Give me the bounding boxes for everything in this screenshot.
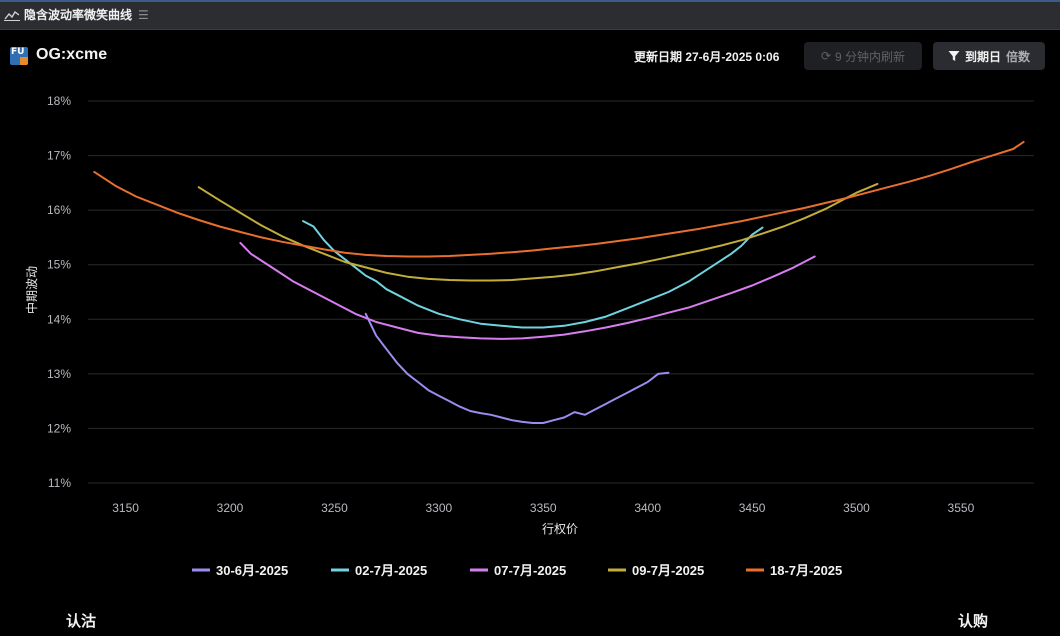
series-line <box>364 312 670 424</box>
x-tick-label: 3350 <box>530 501 557 515</box>
y-tick-label: 17% <box>47 149 71 163</box>
x-tick-label: 3150 <box>112 501 139 515</box>
y-tick-label: 11% <box>48 476 71 490</box>
titlebar-accent <box>0 0 1060 2</box>
x-tick-label: 3400 <box>634 501 661 515</box>
window-titlebar: 隐含波动率微笑曲线 ☰ <box>0 0 1060 30</box>
legend-label: 18-7月-2025 <box>770 563 842 578</box>
legend-item[interactable]: 30-6月-2025 <box>192 563 288 578</box>
series-line <box>302 220 764 329</box>
grid <box>88 100 1034 484</box>
put-label: 认沽 <box>66 613 97 630</box>
x-tick-label: 3250 <box>321 501 348 515</box>
y-axis-title: 中期波动 <box>24 266 39 314</box>
legend-item[interactable]: 02-7月-2025 <box>331 563 427 578</box>
smile-chart: 11% 12% 13% 14% 15% 16% 17% 18% 3150 3200 3250 330… <box>24 94 1034 578</box>
call-label: 认购 <box>958 613 989 630</box>
series-line <box>239 241 816 340</box>
refresh-label: 9 分钟内刷新 <box>835 49 906 64</box>
legend-label: 07-7月-2025 <box>494 563 566 578</box>
y-tick-label: 14% <box>47 312 71 326</box>
x-tick-label: 3500 <box>843 501 870 515</box>
x-axis-ticks: 3150 3200 3250 3300 3350 3400 3450 3500 3550 <box>112 501 974 515</box>
legend-label: 09-7月-2025 <box>632 563 704 578</box>
legend-item[interactable]: 07-7月-2025 <box>470 563 566 578</box>
update-timestamp: 更新日期 27-6月-2025 0:06 <box>634 50 780 64</box>
y-tick-label: 18% <box>47 94 71 108</box>
y-tick-label: 12% <box>47 421 71 435</box>
series-line <box>197 182 879 282</box>
x-axis-title: 行权价 <box>542 522 578 536</box>
legend-item[interactable]: 09-7月-2025 <box>608 563 704 578</box>
hamburger-icon[interactable]: ☰ <box>138 7 149 22</box>
y-tick-label: 16% <box>47 203 71 217</box>
exchange-logo: FU <box>10 47 28 65</box>
line-chart-icon <box>4 10 20 21</box>
multiple-toggle[interactable]: 倍数 <box>1006 49 1031 64</box>
window-title: 隐含波动率微笑曲线 <box>24 8 133 22</box>
x-tick-label: 3450 <box>739 501 766 515</box>
expiry-label: 到期日 <box>964 49 1001 64</box>
x-tick-label: 3300 <box>425 501 452 515</box>
y-tick-label: 15% <box>47 258 71 272</box>
contract-code: OG:xcme <box>36 46 108 63</box>
expiry-filter-button[interactable]: 到期日 倍数 <box>933 42 1045 70</box>
x-tick-label: 3550 <box>948 501 975 515</box>
legend-label: 02-7月-2025 <box>355 563 427 578</box>
refresh-icon: ⟳ <box>820 49 832 63</box>
refresh-button[interactable]: ⟳ 9 分钟内刷新 <box>804 42 922 70</box>
filter-icon <box>948 51 960 61</box>
series-lines <box>93 140 1025 424</box>
y-tick-label: 13% <box>47 367 71 381</box>
y-axis-ticks: 11% 12% 13% 14% 15% 16% 17% 18% <box>47 94 71 490</box>
legend: 30-6月-2025 02-7月-2025 07-7月-2025 09-7月-2025… <box>192 563 842 578</box>
x-tick-label: 3200 <box>217 501 244 515</box>
legend-item[interactable]: 18-7月-2025 <box>746 563 842 578</box>
series-line <box>93 140 1025 258</box>
legend-label: 30-6月-2025 <box>216 563 288 578</box>
